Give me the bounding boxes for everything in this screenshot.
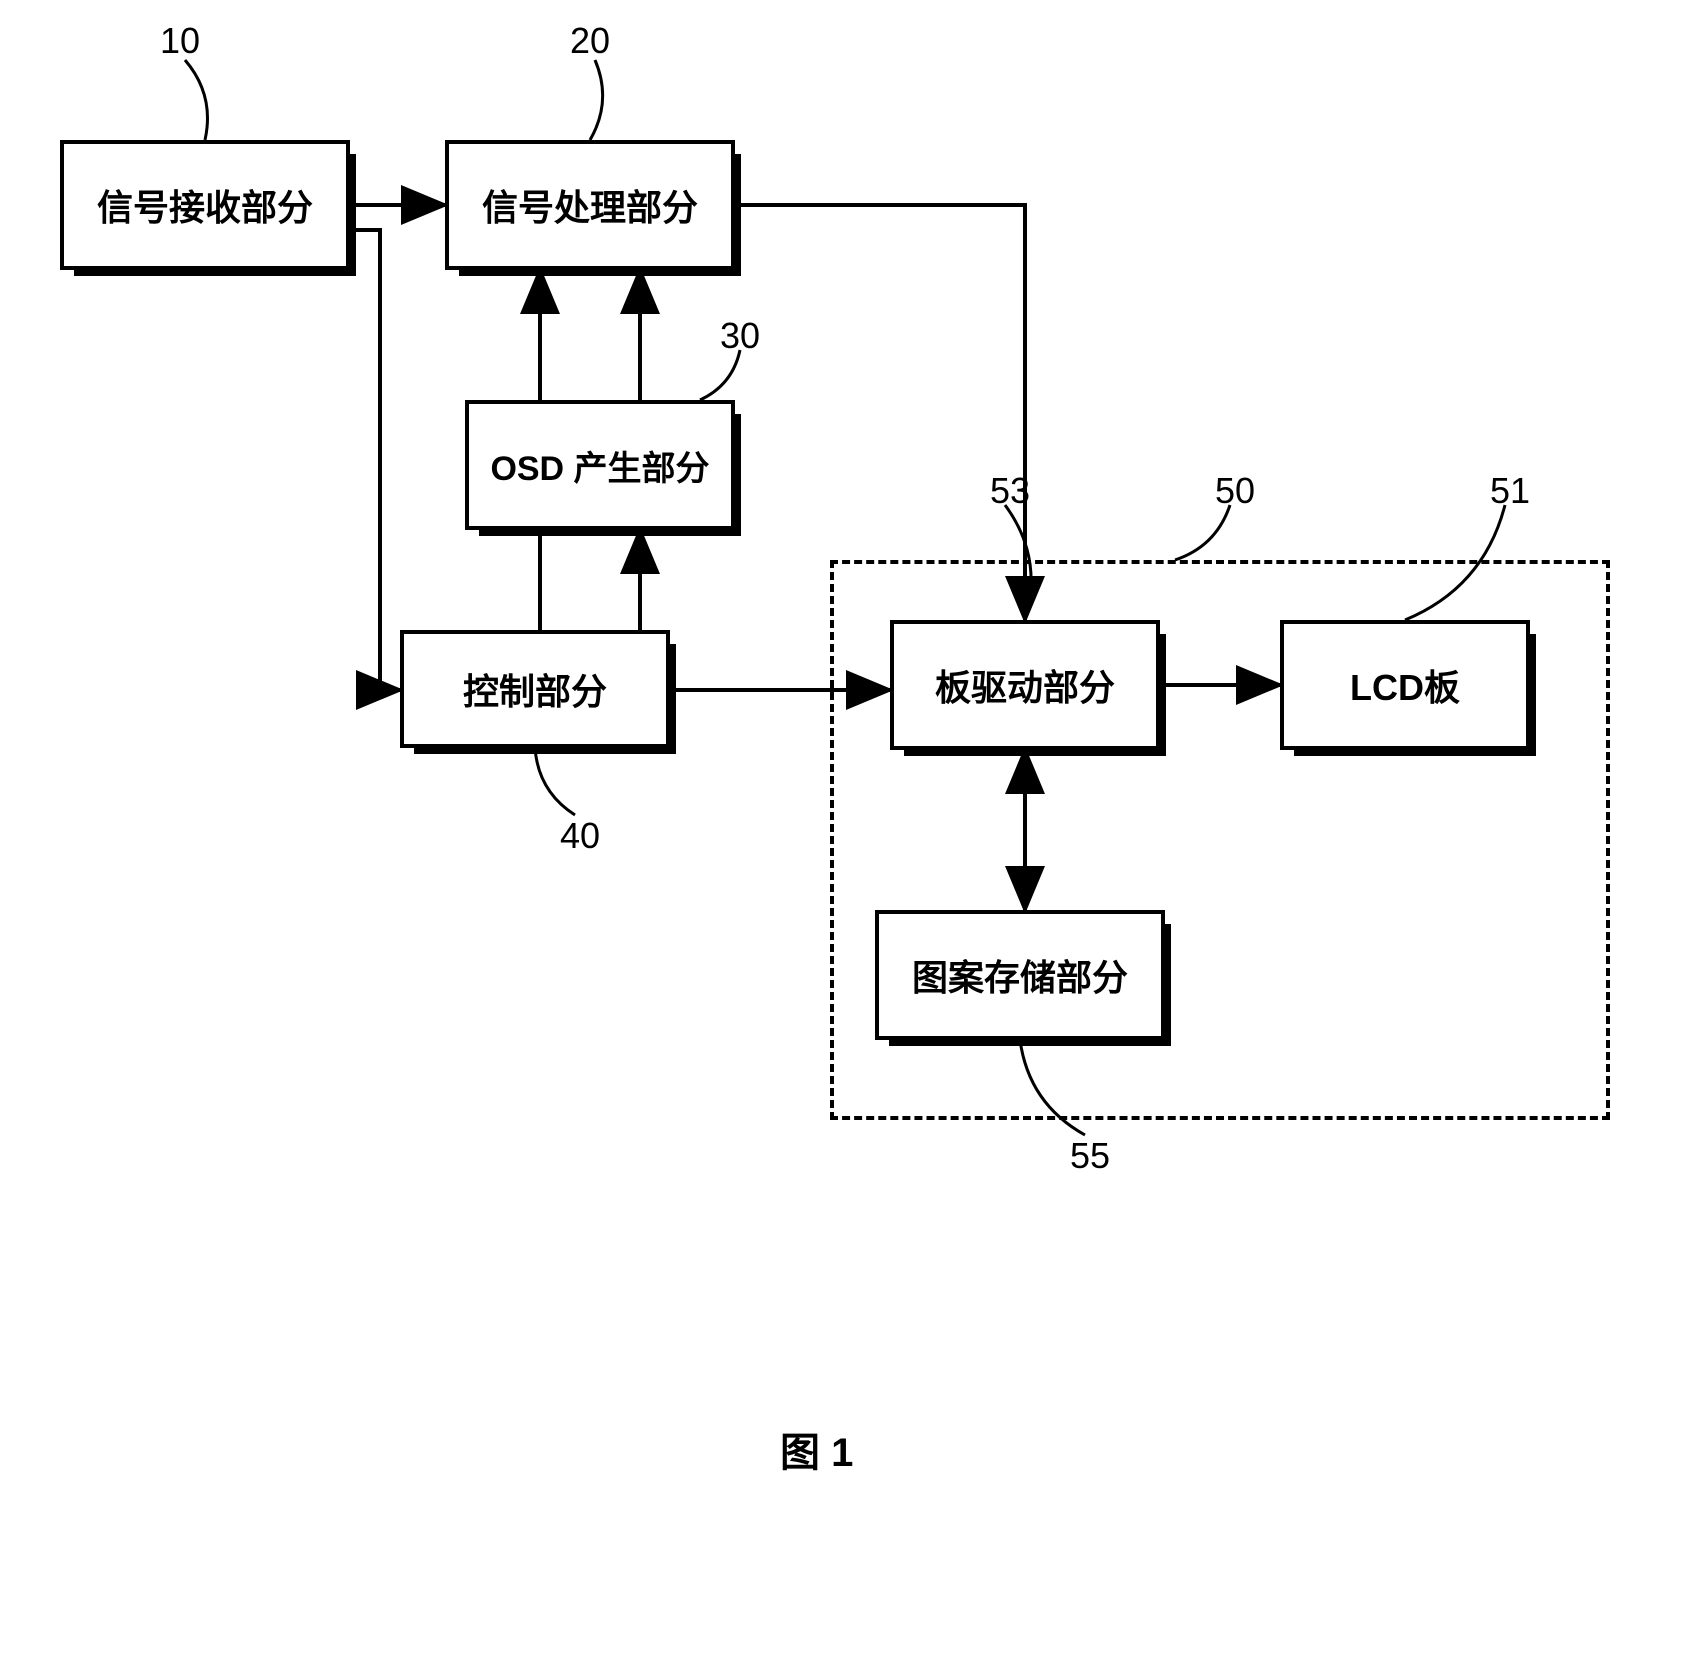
ref-label-50: 50 <box>1215 470 1255 512</box>
block-label-n55: 图案存储部分 <box>912 949 1128 1001</box>
block-n53: 板驱动部分 <box>890 620 1160 750</box>
block-n10: 信号接收部分 <box>60 140 350 270</box>
block-n20: 信号处理部分 <box>445 140 735 270</box>
leader-line-30 <box>700 350 740 400</box>
block-label-n53: 板驱动部分 <box>935 659 1115 711</box>
block-label-n30: OSD 产生部分 <box>490 441 709 490</box>
ref-label-20: 20 <box>570 20 610 62</box>
ref-label-40: 40 <box>560 815 600 857</box>
ref-label-55: 55 <box>1070 1135 1110 1177</box>
leader-line-20 <box>590 60 603 140</box>
ref-label-53: 53 <box>990 470 1030 512</box>
ref-label-51: 51 <box>1490 470 1530 512</box>
block-n30: OSD 产生部分 <box>465 400 735 530</box>
block-diagram: 信号接收部分信号处理部分OSD 产生部分控制部分板驱动部分LCD板图案存储部分 … <box>0 0 1693 1674</box>
edge-n10-n40 <box>350 230 400 690</box>
block-label-n10: 信号接收部分 <box>97 179 313 231</box>
block-label-n40: 控制部分 <box>463 663 607 715</box>
block-n40: 控制部分 <box>400 630 670 748</box>
figure-caption: 图 1 <box>780 1420 853 1478</box>
ref-label-10: 10 <box>160 20 200 62</box>
block-label-n51: LCD板 <box>1350 659 1460 711</box>
block-n55: 图案存储部分 <box>875 910 1165 1040</box>
leader-line-50 <box>1175 505 1230 560</box>
leader-line-40 <box>535 748 575 815</box>
ref-label-30: 30 <box>720 315 760 357</box>
block-label-n20: 信号处理部分 <box>482 179 698 231</box>
leader-line-10 <box>185 60 208 140</box>
edge-n20-n53 <box>735 205 1025 620</box>
block-n51: LCD板 <box>1280 620 1530 750</box>
